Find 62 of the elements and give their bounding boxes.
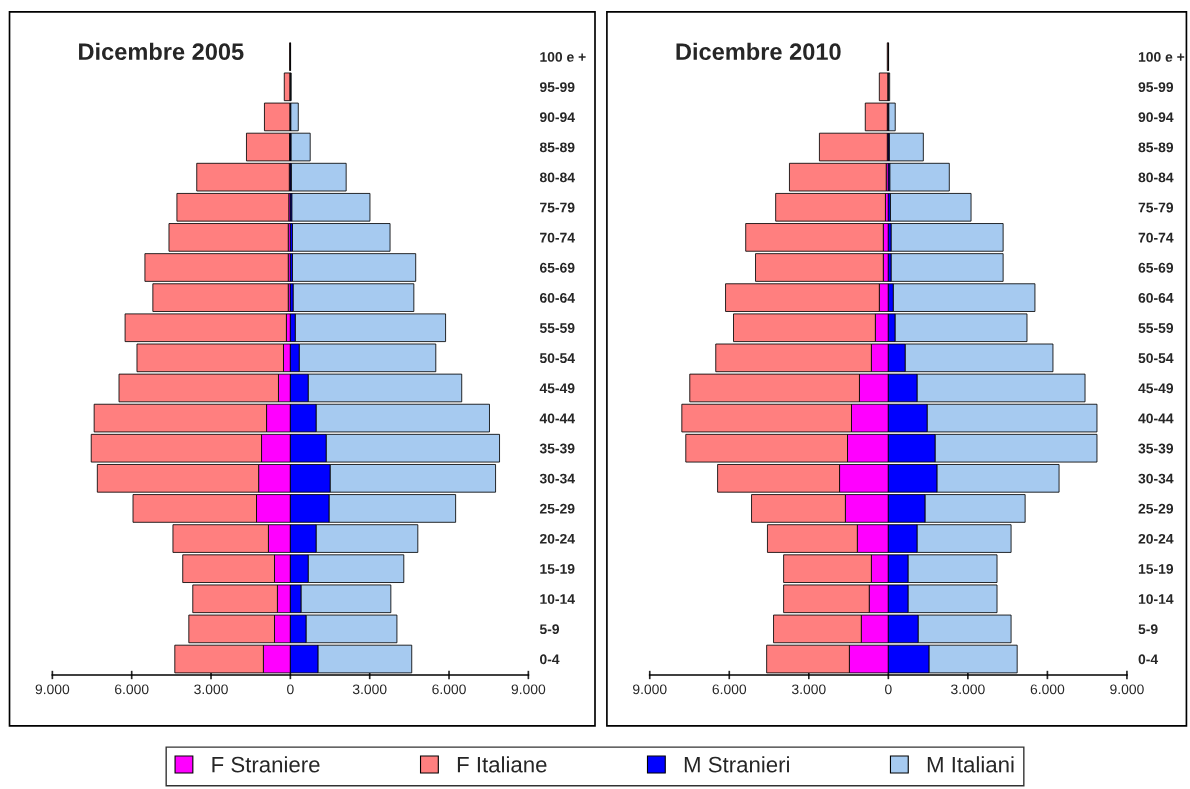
legend-label: F Straniere [212, 756, 320, 773]
x-tick-label: 6.000 [115, 684, 149, 695]
y-tick-label: 15-19 [1138, 564, 1174, 574]
x-tick-label: 0 [885, 684, 892, 695]
y-tick-label: 30-34 [539, 473, 575, 484]
y-tick-label: 80-84 [1138, 172, 1174, 183]
y-tick-label: 95-99 [539, 82, 575, 92]
x-tick-label: 9.000 [1110, 684, 1144, 695]
y-tick-label: 80-84 [539, 172, 575, 183]
y-tick-label: 15-19 [540, 564, 575, 574]
x-tick-label: 6.000 [432, 684, 466, 695]
y-tick-label: 100 e + [1138, 52, 1185, 62]
y-tick-label: 85-89 [1138, 142, 1174, 153]
x-tick-label: 3.000 [352, 684, 387, 695]
x-tick-label: 3.000 [791, 684, 826, 695]
y-tick-label: 5-9 [1138, 624, 1158, 635]
y-tick-label: 50-54 [539, 353, 575, 364]
y-tick-label: 95-99 [1138, 82, 1174, 92]
y-tick-label: 35-39 [539, 443, 575, 454]
y-tick-label: 30-34 [1138, 473, 1174, 484]
legend-label: M Stranieri [684, 756, 789, 773]
chart-title: Dicembre 2005 [79, 42, 244, 61]
x-tick-label: 0 [287, 684, 294, 695]
y-tick-label: 45-49 [539, 383, 575, 394]
y-tick-label: 75-79 [1138, 202, 1174, 213]
x-tick-label: 9.000 [511, 684, 546, 695]
y-tick-label: 0-4 [1138, 654, 1159, 665]
y-tick-label: 55-59 [539, 323, 575, 333]
y-tick-label: 0-4 [540, 654, 560, 665]
y-tick-label: 40-44 [1138, 413, 1174, 424]
y-tick-label: 70-74 [1138, 232, 1174, 243]
y-tick-label: 25-29 [539, 503, 575, 514]
y-tick-label: 55-59 [1138, 323, 1174, 333]
chart-title: Dicembre 2010 [676, 42, 841, 61]
legend-label: F Italiane [457, 756, 547, 773]
y-tick-label: 75-79 [540, 202, 575, 213]
y-tick-label: 50-54 [1138, 353, 1174, 364]
y-tick-label: 60-64 [539, 292, 575, 303]
y-tick-label: 90-94 [539, 112, 575, 123]
x-tick-label: 6.000 [712, 684, 747, 695]
y-tick-label: 5-9 [539, 624, 560, 635]
y-tick-label: 65-69 [539, 262, 575, 273]
y-tick-label: 65-69 [1138, 262, 1174, 273]
y-tick-label: 25-29 [1138, 503, 1174, 514]
y-tick-label: 85-89 [539, 142, 575, 153]
y-tick-label: 100 e + [540, 52, 586, 62]
y-tick-label: 35-39 [1138, 443, 1174, 454]
y-tick-label: 20-24 [539, 533, 575, 544]
y-tick-label: 20-24 [1138, 533, 1174, 544]
y-tick-label: 45-49 [1138, 383, 1174, 394]
x-tick-label: 3.000 [951, 684, 985, 695]
legend-label: M Italiani [927, 756, 1014, 773]
y-tick-label: 60-64 [1138, 292, 1174, 303]
x-tick-label: 3.000 [194, 684, 228, 695]
y-tick-label: 90-94 [1138, 112, 1174, 123]
x-tick-label: 9.000 [35, 684, 70, 695]
x-tick-label: 6.000 [1030, 684, 1065, 695]
y-tick-label: 10-14 [540, 594, 575, 604]
x-tick-label: 9.000 [633, 684, 667, 695]
y-tick-label: 10-14 [1138, 594, 1174, 604]
y-tick-label: 40-44 [539, 413, 575, 424]
y-tick-label: 70-74 [540, 232, 575, 243]
